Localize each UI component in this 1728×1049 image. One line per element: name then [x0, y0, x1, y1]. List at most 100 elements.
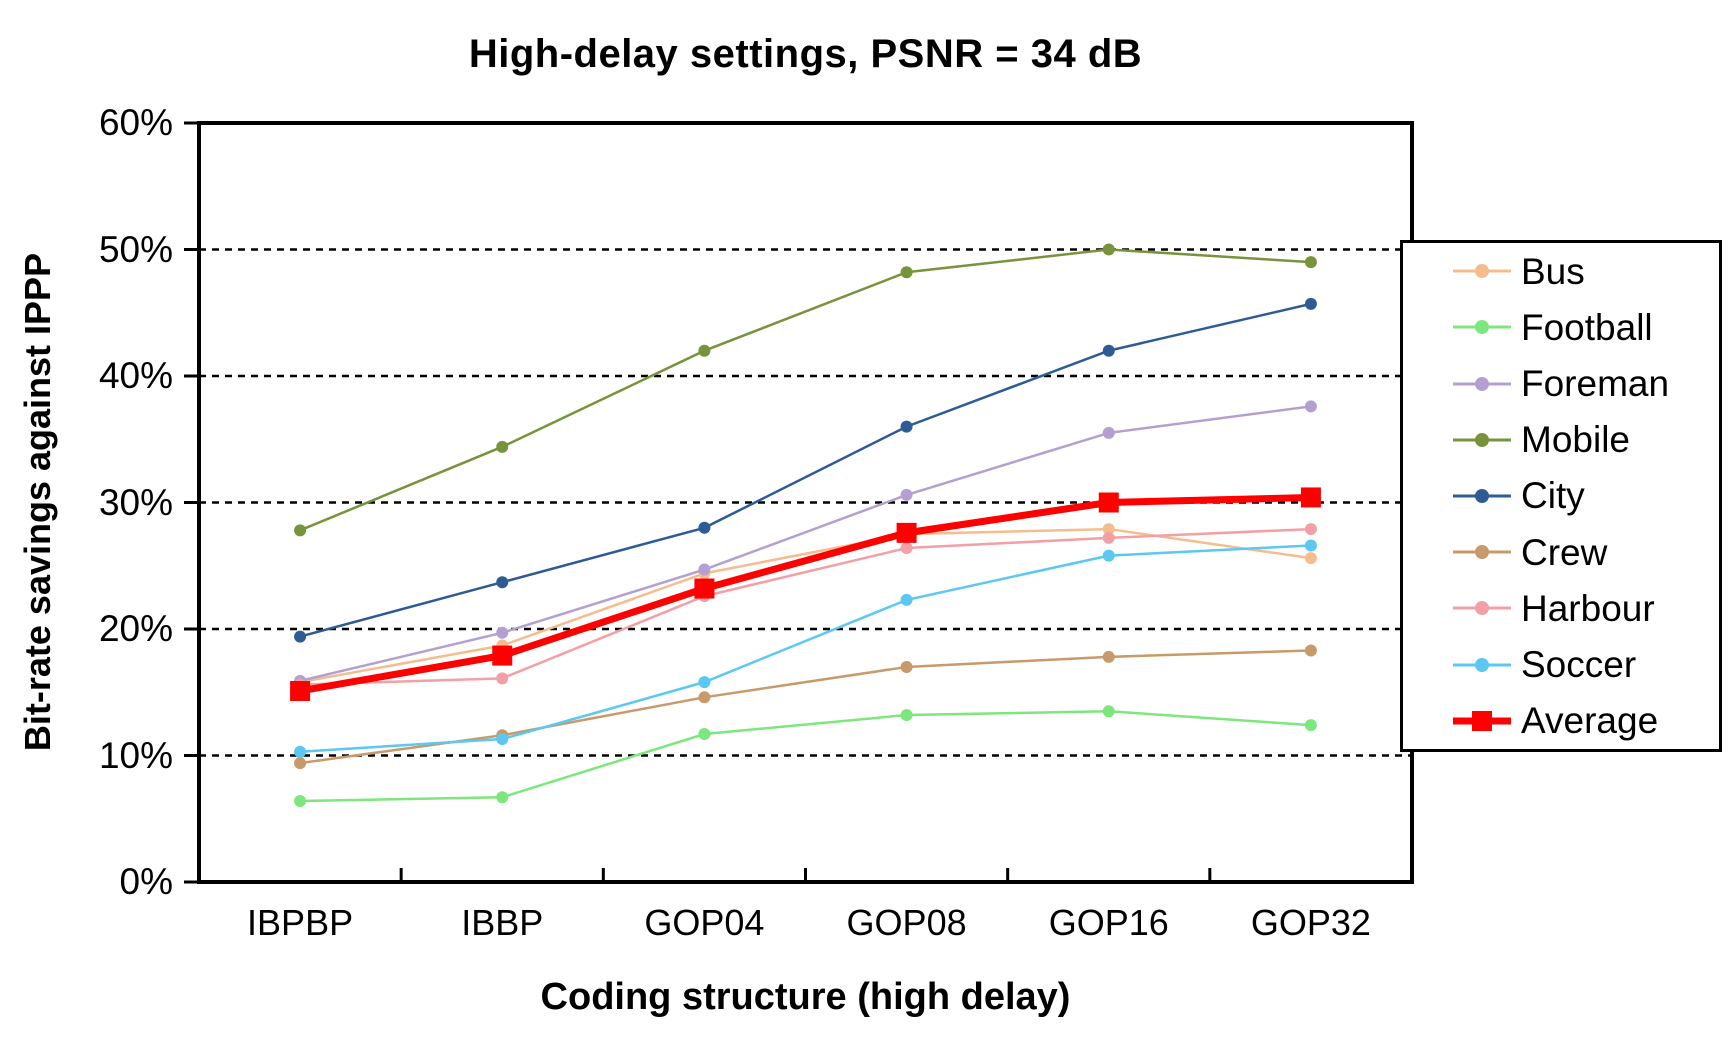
x-tick-label-ibpbp: IBPBP [247, 902, 354, 943]
legend-marker-foreman [1475, 376, 1489, 391]
series-marker-bus-gop32 [1304, 552, 1317, 565]
legend-swatch-foreman [1453, 376, 1511, 391]
series-marker-harbour-gop32 [1304, 523, 1317, 536]
series-marker-football-gop04 [698, 727, 711, 740]
legend-marker-average [1472, 710, 1492, 731]
series-line-football [300, 709, 1312, 803]
x-axis-title: Coding structure (high delay) [540, 976, 1071, 1018]
chart-title: High-delay settings, PSNR = 34 dB [468, 32, 1143, 76]
series-marker-average-gop32 [1300, 487, 1321, 508]
series-marker-city-gop08 [900, 420, 913, 433]
legend-swatch-bus [1453, 264, 1511, 279]
legend-swatch-crew [1453, 545, 1511, 560]
series-marker-average-ibpbp [290, 680, 311, 701]
legend-swatch-soccer [1453, 657, 1511, 672]
legend-label-bus: Bus [1521, 250, 1585, 292]
legend-item-bus: Bus [1403, 244, 1719, 298]
legend-item-football: Football [1403, 300, 1719, 354]
legend-label-average: Average [1521, 700, 1659, 742]
legend-label-soccer: Soccer [1521, 644, 1637, 686]
series-marker-crew-gop08 [900, 660, 913, 673]
legend-marker-football [1475, 320, 1489, 335]
series-marker-soccer-gop04 [698, 676, 711, 689]
x-tick-label-gop04: GOP04 [644, 902, 765, 943]
series-marker-city-ibpbp [294, 630, 307, 643]
series-marker-harbour-ibbp [496, 672, 509, 685]
series-marker-mobile-ibbp [496, 440, 509, 453]
y-tick-label-0: 0% [119, 861, 173, 902]
series-line-soccer [300, 544, 1311, 753]
y-tick-label-10: 10% [98, 734, 173, 776]
series-line-bus [299, 527, 1312, 684]
series-marker-average-gop08 [896, 522, 917, 543]
series-marker-football-ibbp [496, 791, 509, 804]
series-line-mobile [299, 248, 1311, 532]
series-marker-average-ibbp [492, 645, 513, 666]
series-marker-city-gop04 [698, 521, 711, 534]
legend-swatch-mobile [1453, 432, 1511, 447]
series-marker-foreman-gop08 [900, 488, 913, 501]
series-marker-mobile-gop32 [1304, 256, 1317, 269]
legend-label-crew: Crew [1521, 531, 1608, 573]
legend-item-city: City [1403, 469, 1719, 523]
y-tick-label-20: 20% [98, 608, 173, 649]
series-marker-foreman-ibbp [496, 626, 509, 639]
series-marker-soccer-gop16 [1102, 549, 1115, 562]
legend-label-city: City [1521, 475, 1585, 517]
series-marker-harbour-gop16 [1102, 531, 1115, 544]
series-marker-crew-gop16 [1102, 650, 1115, 663]
series-marker-city-ibbp [496, 576, 509, 589]
legend-label-harbour: Harbour [1521, 587, 1655, 629]
legend-item-mobile: Mobile [1403, 413, 1719, 467]
series-marker-average-gop04 [694, 578, 715, 599]
legend-marker-mobile [1475, 432, 1489, 447]
series-marker-bus-gop16 [1102, 523, 1115, 536]
series-line-foreman [299, 405, 1312, 683]
series-marker-mobile-gop04 [698, 344, 711, 357]
series-marker-mobile-gop16 [1102, 243, 1115, 256]
legend-item-harbour: Harbour [1403, 581, 1719, 635]
legend-label-football: Football [1521, 306, 1653, 348]
y-tick-label-30: 30% [98, 481, 173, 523]
series-marker-crew-gop32 [1304, 644, 1317, 657]
legend-item-soccer: Soccer [1403, 638, 1719, 692]
series-marker-foreman-gop32 [1304, 400, 1317, 413]
legend-marker-soccer [1475, 657, 1489, 672]
series-line-average [299, 493, 1312, 695]
legend-marker-city [1475, 488, 1489, 503]
series-marker-football-ibpbp [294, 795, 307, 808]
x-tick-label-ibbp: IBBP [461, 902, 544, 943]
series-line-harbour [300, 527, 1311, 686]
series-marker-crew-ibpbp [294, 757, 307, 770]
series-marker-foreman-gop04 [698, 563, 711, 576]
legend-marker-crew [1475, 545, 1489, 560]
legend-swatch-harbour [1453, 601, 1511, 616]
series-marker-average-gop16 [1098, 492, 1119, 513]
legend-item-foreman: Foreman [1403, 357, 1719, 411]
y-tick-label-50: 50% [98, 228, 173, 270]
legend-swatch-football [1453, 320, 1511, 335]
legend-item-average: Average [1403, 694, 1719, 748]
x-tick-label-gop08: GOP08 [846, 902, 967, 943]
series-marker-soccer-ibpbp [294, 745, 307, 758]
x-tick-label-gop32: GOP32 [1250, 902, 1371, 943]
y-tick-label-40: 40% [98, 355, 173, 396]
legend-marker-harbour [1475, 601, 1489, 616]
series-marker-football-gop32 [1304, 719, 1317, 732]
legend-swatch-city [1453, 488, 1511, 503]
series-marker-soccer-ibbp [496, 733, 509, 746]
legend-swatch-average [1453, 710, 1511, 731]
series-marker-harbour-gop08 [900, 542, 913, 555]
legend: Bus Football Foreman Mobile City Crew Harbour S… [1400, 240, 1722, 752]
series-marker-crew-gop04 [698, 691, 711, 704]
series-marker-mobile-ibpbp [294, 524, 307, 537]
x-tick-label-gop16: GOP16 [1048, 902, 1169, 943]
series-marker-foreman-gop16 [1102, 426, 1115, 439]
series-marker-soccer-gop32 [1304, 539, 1317, 552]
series-marker-soccer-gop08 [900, 593, 913, 606]
series-marker-football-gop08 [900, 709, 913, 722]
legend-label-mobile: Mobile [1521, 419, 1630, 461]
series-marker-football-gop16 [1102, 705, 1115, 718]
